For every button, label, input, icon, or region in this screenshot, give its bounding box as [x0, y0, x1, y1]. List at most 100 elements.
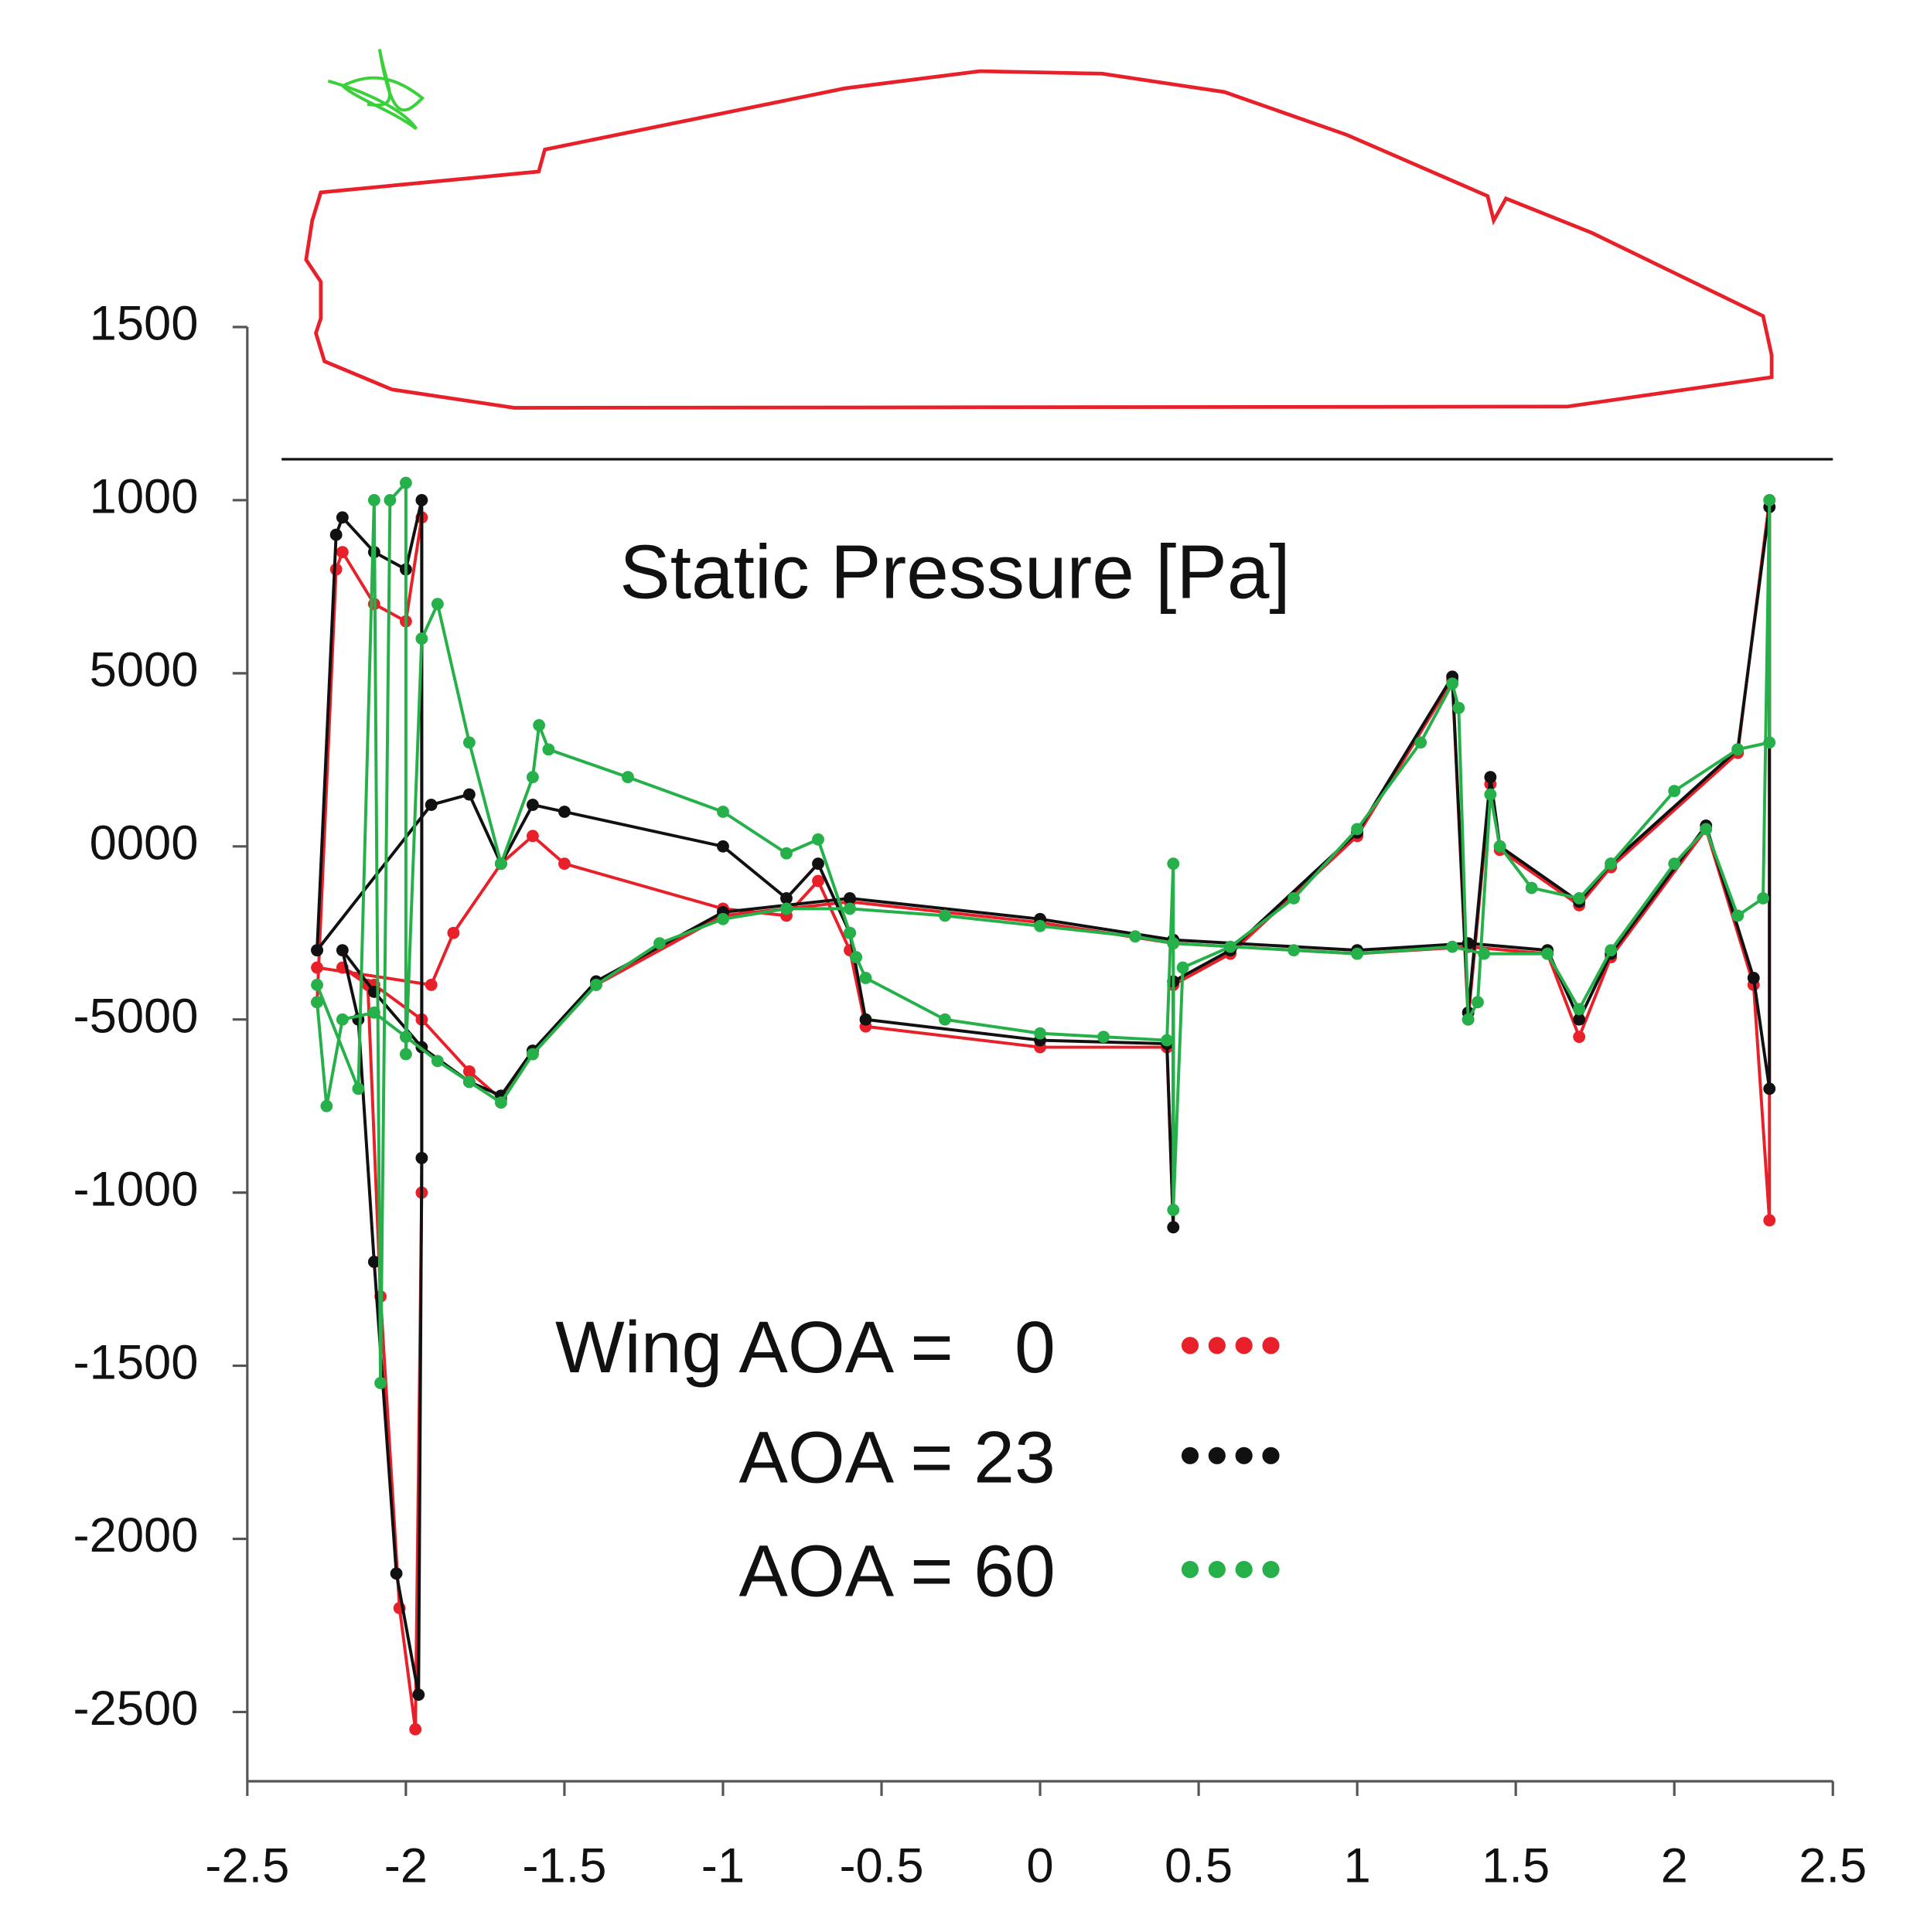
data-point [1525, 881, 1538, 894]
data-point [352, 1082, 365, 1095]
data-point [462, 1075, 476, 1089]
data-point [1757, 892, 1769, 905]
data-point [1668, 857, 1681, 871]
data-point [1097, 1031, 1110, 1044]
data-point [1288, 892, 1301, 905]
data-point [1161, 1034, 1173, 1047]
data-point [431, 1055, 444, 1068]
data-point [1167, 857, 1180, 871]
legend-swatch [1262, 1561, 1280, 1579]
y-tick-label: 1000 [90, 470, 199, 524]
data-point [390, 1567, 403, 1580]
y-tick-label: 0000 [90, 816, 199, 871]
x-tick-label: 2.5 [1799, 1839, 1867, 1893]
legend-swatch [1262, 1337, 1280, 1354]
data-point [812, 857, 824, 871]
data-point [311, 961, 323, 974]
data-point [409, 1722, 422, 1736]
data-point [526, 799, 539, 811]
data-point [859, 972, 872, 984]
data-point [329, 528, 343, 541]
data-point [399, 1031, 412, 1044]
y-tick-label: -2500 [73, 1682, 199, 1736]
x-tick-label: 0 [1026, 1839, 1053, 1893]
data-point [1034, 1027, 1046, 1040]
data-point [1167, 1221, 1180, 1234]
data-point [558, 857, 571, 871]
data-point [311, 996, 323, 1009]
data-point [336, 511, 349, 524]
data-point [311, 944, 323, 957]
data-point [1167, 937, 1180, 950]
legend-swatch [1262, 1446, 1280, 1464]
data-point [717, 840, 729, 853]
data-point [590, 979, 602, 991]
data-point [311, 979, 323, 991]
x-tick-label: -0.5 [839, 1839, 923, 1893]
data-point [1763, 1082, 1776, 1095]
chart-title: Static Pressure [Pa] [619, 530, 1290, 615]
data-point [367, 1006, 380, 1019]
data-point [336, 546, 349, 559]
data-point [1731, 743, 1745, 756]
data-point [1763, 494, 1776, 506]
data-point [1461, 937, 1475, 950]
data-point [462, 788, 476, 801]
legend-swatch [1181, 1446, 1199, 1464]
x-tick-label: -2.5 [205, 1839, 289, 1893]
data-point [533, 719, 546, 731]
data-point [1493, 840, 1506, 853]
data-point [415, 1151, 428, 1164]
data-point [415, 632, 428, 645]
data-point [412, 1688, 425, 1701]
x-tick-label: 2 [1661, 1839, 1688, 1893]
data-point [1414, 736, 1427, 749]
series-line [315, 499, 1772, 1695]
data-point [431, 598, 444, 611]
x-tick-label: 0.5 [1165, 1839, 1233, 1893]
data-point [1763, 736, 1776, 749]
data-point [939, 1013, 951, 1026]
legend-label: Wing AOA = 0 [555, 1307, 1056, 1389]
data-point [844, 926, 856, 939]
data-point [1461, 1013, 1475, 1026]
data-point [447, 926, 460, 939]
series-line [315, 479, 1772, 1383]
x-tick-label: -1.5 [522, 1839, 606, 1893]
data-point [1747, 972, 1760, 984]
data-point [1484, 771, 1497, 784]
data-point [1573, 1031, 1586, 1044]
data-point [1605, 944, 1618, 957]
data-point [542, 743, 555, 756]
x-tick-label: -1 [701, 1839, 745, 1893]
y-tick-label: -5000 [73, 989, 199, 1043]
data-point [1446, 677, 1459, 690]
legend-swatch [1181, 1561, 1199, 1579]
legend-swatch [1235, 1446, 1253, 1464]
data-point [1288, 944, 1301, 957]
data-point [367, 494, 380, 506]
data-point [494, 1096, 507, 1109]
legend-swatch [1208, 1337, 1226, 1354]
data-point [1167, 1204, 1180, 1216]
legend-swatch [1208, 1446, 1226, 1464]
wing-outline [327, 49, 425, 131]
data-point [1731, 909, 1745, 922]
x-tick-label: 1 [1344, 1839, 1371, 1893]
data-point [812, 833, 824, 846]
data-point [1129, 930, 1141, 943]
data-point [425, 979, 438, 991]
data-point [558, 806, 571, 818]
data-point [320, 1099, 333, 1113]
data-point [494, 857, 507, 871]
data-point [1034, 919, 1046, 932]
data-point [1478, 947, 1491, 960]
legend-swatch [1235, 1561, 1253, 1579]
data-point [526, 830, 539, 843]
data-point [1472, 996, 1484, 1009]
data-point [1763, 1214, 1776, 1227]
data-point [844, 892, 856, 905]
data-point [384, 494, 397, 506]
data-point [367, 1256, 380, 1269]
y-tick-label: -1500 [73, 1335, 199, 1389]
